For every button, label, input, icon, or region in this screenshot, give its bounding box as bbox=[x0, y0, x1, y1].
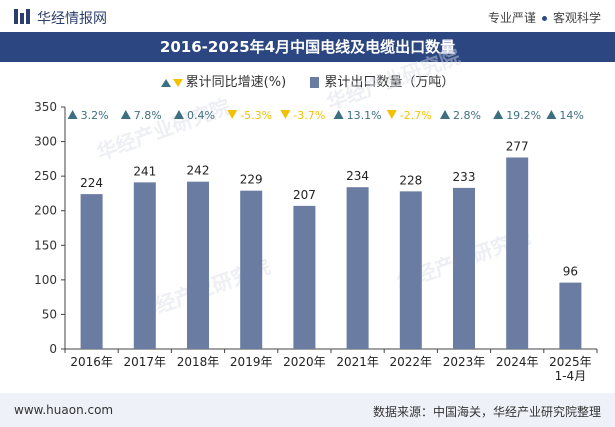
y-tick-label: 350 bbox=[34, 100, 57, 114]
growth-label: -5.3% bbox=[240, 109, 272, 122]
bar bbox=[506, 157, 529, 349]
x-tick-label: 2023年 bbox=[443, 355, 486, 369]
slogan-dot-icon bbox=[541, 16, 547, 21]
logo-icon bbox=[14, 9, 30, 24]
growth-label: 7.8% bbox=[134, 109, 162, 122]
footer-website: www.huaon.com bbox=[14, 403, 114, 417]
y-tick-label: 50 bbox=[42, 307, 57, 321]
x-tick-label: 2016年 bbox=[70, 355, 113, 369]
growth-label: 2.8% bbox=[453, 109, 481, 122]
y-tick-label: 100 bbox=[34, 273, 57, 287]
growth-label: 0.4% bbox=[187, 109, 215, 122]
growth-up-icon bbox=[493, 110, 504, 119]
legend-volume-label: 累计出口数量（万吨） bbox=[324, 75, 455, 90]
top-bar: 华经情报网 专业严谨 客观科学 bbox=[0, 0, 615, 32]
legend-volume: 累计出口数量（万吨） bbox=[310, 71, 454, 90]
bar-value-label: 241 bbox=[133, 164, 156, 178]
y-tick-label: 0 bbox=[49, 342, 57, 356]
growth-down-icon bbox=[227, 110, 238, 119]
x-tick-label: 2020年 bbox=[283, 355, 326, 369]
growth-up-icon bbox=[440, 110, 450, 119]
bar-value-label: 229 bbox=[240, 173, 263, 187]
x-tick-label: 2025年 bbox=[549, 355, 592, 369]
x-tick-label: 2017年 bbox=[124, 355, 167, 369]
x-tick-label: 2024年 bbox=[496, 355, 539, 369]
growth-label: 19.2% bbox=[506, 109, 541, 122]
bar bbox=[80, 194, 103, 349]
footer-source: 数据来源：中国海关，华经产业研究院整理 bbox=[372, 405, 601, 419]
bar bbox=[133, 182, 156, 349]
growth-up-icon bbox=[67, 110, 78, 119]
y-tick-label: 150 bbox=[34, 238, 57, 252]
chart-title: 2016-2025年4月中国电线及电缆出口数量 bbox=[159, 38, 456, 56]
slogan-left: 专业严谨 bbox=[487, 11, 536, 25]
growth-up-icon bbox=[546, 110, 557, 119]
bar-value-label: 234 bbox=[346, 169, 369, 183]
slogan-right: 客观科学 bbox=[552, 11, 601, 25]
bar bbox=[187, 181, 209, 349]
growth-label: 13.1% bbox=[347, 109, 382, 122]
growth-up-icon bbox=[333, 110, 344, 119]
bar-chart: 华经产业研究院华经产业研究院华经产业研究院华经产业研究院050100150200… bbox=[34, 44, 598, 383]
bar-value-label: 96 bbox=[563, 265, 578, 279]
growth-label: 14% bbox=[559, 109, 583, 122]
y-tick-label: 200 bbox=[34, 204, 57, 218]
watermark-text: 华经产业研究院 bbox=[324, 44, 464, 114]
x-tick-label: 2018年 bbox=[177, 355, 220, 369]
footer: www.huaon.com 数据来源：中国海关，华经产业研究院整理 bbox=[0, 393, 615, 427]
bar-value-label: 224 bbox=[80, 176, 103, 190]
watermark-text: 华经产业研究院 bbox=[94, 94, 234, 164]
up-triangle-icon bbox=[160, 78, 171, 87]
legend-growth: 累计同比增速(%) bbox=[160, 71, 287, 90]
bar bbox=[240, 190, 263, 349]
bar bbox=[559, 282, 582, 349]
growth-down-icon bbox=[280, 110, 291, 119]
x-tick-label: 1-4月 bbox=[555, 369, 587, 383]
title-bar: 2016-2025年4月中国电线及电缆出口数量 bbox=[0, 32, 615, 62]
bar bbox=[453, 187, 475, 349]
legend: 累计同比增速(%) 累计出口数量（万吨） bbox=[0, 71, 615, 90]
bar-value-label: 277 bbox=[506, 139, 529, 153]
bar bbox=[346, 187, 369, 349]
y-tick-label: 300 bbox=[34, 135, 57, 149]
growth-down-icon bbox=[386, 110, 397, 119]
bar bbox=[293, 205, 316, 349]
growth-label: -3.7% bbox=[293, 109, 325, 122]
site-name: 华经情报网 bbox=[37, 11, 107, 27]
bar-value-label: 228 bbox=[399, 173, 422, 187]
growth-label: 3.2% bbox=[81, 109, 109, 122]
legend-bar-swatch bbox=[310, 77, 320, 88]
bar bbox=[399, 191, 422, 349]
x-tick-label: 2021年 bbox=[336, 355, 379, 369]
growth-label: -2.7% bbox=[400, 109, 432, 122]
bar-value-label: 233 bbox=[453, 170, 476, 184]
down-triangle-icon bbox=[172, 78, 183, 87]
bar-value-label: 242 bbox=[187, 164, 210, 178]
growth-up-icon bbox=[120, 110, 131, 119]
x-tick-label: 2022年 bbox=[390, 355, 433, 369]
legend-growth-label: 累计同比增速(%) bbox=[185, 75, 287, 90]
slogan: 专业严谨 客观科学 bbox=[488, 9, 601, 26]
bar-value-label: 207 bbox=[293, 188, 316, 202]
growth-up-icon bbox=[174, 110, 184, 119]
y-tick-label: 250 bbox=[34, 169, 57, 183]
x-tick-label: 2019年 bbox=[230, 355, 273, 369]
